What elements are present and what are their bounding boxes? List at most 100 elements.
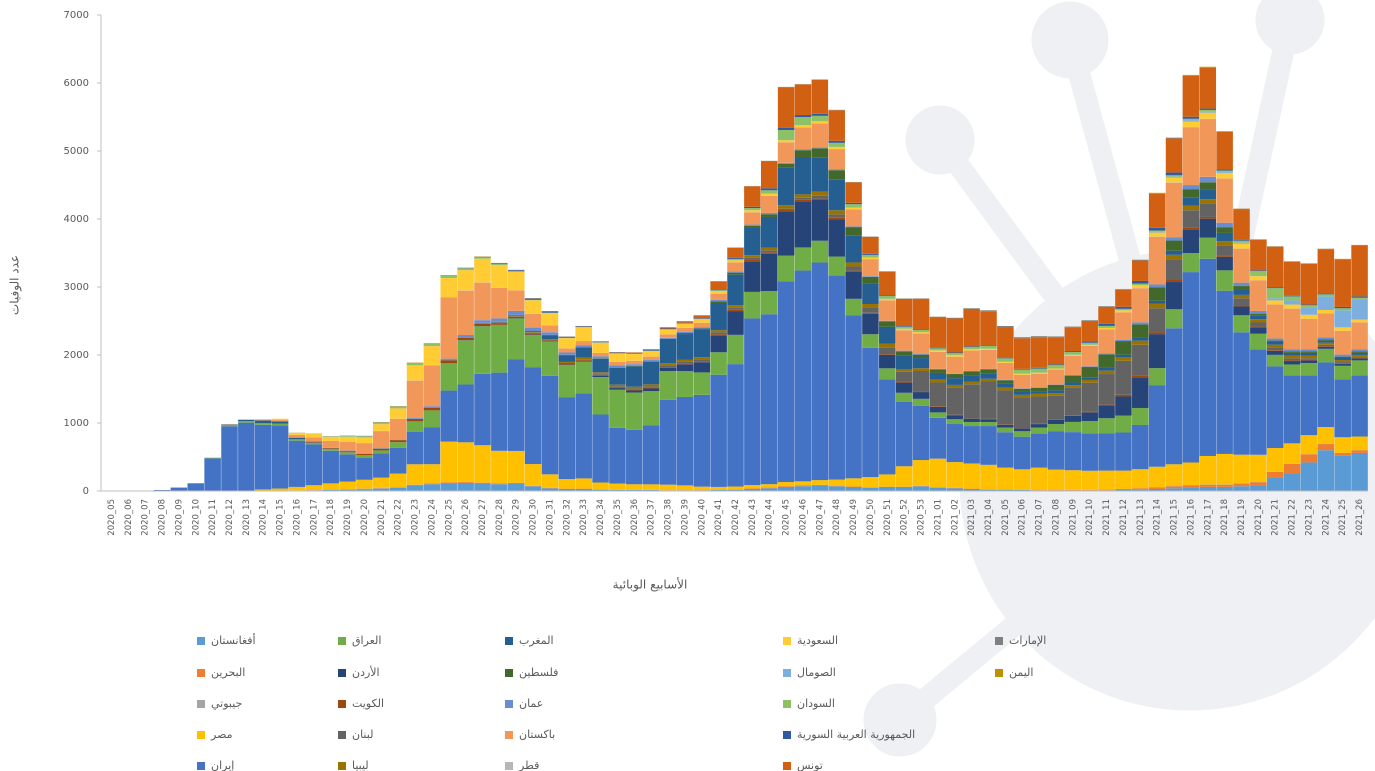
bar-segment xyxy=(1183,76,1200,117)
x-tick-label: 2020_10 xyxy=(191,499,201,536)
bar-segment xyxy=(1014,437,1031,470)
bar-segment xyxy=(491,318,508,321)
bar-segment xyxy=(947,378,964,385)
bar-segment xyxy=(525,300,542,314)
bar-segment xyxy=(356,436,373,437)
bar-segment xyxy=(373,449,390,451)
bar-segment xyxy=(1318,362,1335,427)
bar-segment xyxy=(913,354,930,355)
bar-segment xyxy=(1233,305,1250,306)
bar-segment xyxy=(660,338,677,339)
bar-segment xyxy=(1048,365,1065,368)
bar-segment xyxy=(1267,298,1284,300)
bar-segment xyxy=(879,355,896,369)
bar-segment xyxy=(491,325,508,373)
bar-segment xyxy=(744,260,761,261)
bar-segment xyxy=(339,436,356,437)
bar-segment xyxy=(997,432,1014,467)
bar-segment xyxy=(474,445,491,482)
bar-segment xyxy=(744,258,761,260)
bar-segment xyxy=(474,326,491,374)
bar-segment xyxy=(626,354,643,361)
bar-segment xyxy=(727,275,744,306)
bar-segment xyxy=(845,227,862,235)
legend-item: أفغانستان xyxy=(197,633,256,647)
bar-segment xyxy=(710,294,727,300)
bar-segment xyxy=(963,349,980,350)
bar-segment xyxy=(997,468,1014,490)
bar-segment xyxy=(947,415,964,419)
bar-segment xyxy=(407,419,424,421)
bar-segment xyxy=(997,358,1014,359)
bar-segment xyxy=(1183,120,1200,121)
bar-segment xyxy=(879,295,896,296)
bar-segment xyxy=(441,391,458,442)
bar-segment xyxy=(1132,375,1149,377)
bar-segment xyxy=(508,483,525,484)
bar-segment xyxy=(963,347,980,349)
bar-segment xyxy=(1098,324,1115,326)
bar-segment xyxy=(1318,294,1335,296)
bar-segment xyxy=(424,483,441,484)
legend-item: تونس xyxy=(783,759,823,771)
bar-segment xyxy=(879,321,896,322)
bar-segment xyxy=(677,323,694,324)
bar-segment xyxy=(390,440,407,442)
bar-segment xyxy=(356,455,373,458)
legend-swatch xyxy=(505,762,513,770)
bar-segment xyxy=(845,209,862,226)
bar-segment xyxy=(896,383,913,393)
bar-segment xyxy=(896,372,913,382)
bar-segment xyxy=(559,398,576,480)
bar-segment xyxy=(1267,448,1284,472)
bar-segment xyxy=(204,458,221,491)
bar-segment xyxy=(1183,227,1200,229)
bar-segment xyxy=(626,392,643,429)
bar-segment xyxy=(1081,433,1098,470)
bar-segment xyxy=(643,388,660,391)
bar-segment xyxy=(812,263,829,481)
bar-segment xyxy=(424,427,441,464)
bar-segment xyxy=(1166,251,1183,255)
bar-segment xyxy=(1081,366,1098,367)
bar-segment xyxy=(1166,139,1183,173)
bar-segment xyxy=(744,261,761,292)
bar-segment xyxy=(1250,349,1267,454)
bar-segment xyxy=(930,488,947,491)
bar-segment xyxy=(1065,470,1082,490)
bar-segment xyxy=(913,299,930,330)
bar-segment xyxy=(609,385,626,387)
bar-segment xyxy=(575,326,592,327)
bar-segment xyxy=(1081,341,1098,342)
bar-segment xyxy=(390,487,407,488)
bar-segment xyxy=(795,198,812,200)
bar-segment xyxy=(1351,299,1368,319)
bar-segment xyxy=(1233,244,1250,249)
bar-segment xyxy=(980,419,997,422)
bar-segment xyxy=(457,338,474,340)
bar-segment xyxy=(1318,313,1335,337)
bar-segment xyxy=(1334,453,1351,456)
bar-segment xyxy=(1065,382,1082,385)
bar-segment xyxy=(491,323,508,325)
bar-segment xyxy=(694,330,711,357)
x-tick-label: 2021_22 xyxy=(1288,499,1298,536)
x-tick-label: 2021_20 xyxy=(1254,499,1264,536)
bar-segment xyxy=(879,321,896,326)
bar-segment xyxy=(1334,366,1351,380)
bar-segment xyxy=(238,419,255,420)
bar-segment xyxy=(930,317,947,348)
bar-segment xyxy=(727,258,744,259)
bar-segment xyxy=(778,209,795,210)
bar-segment xyxy=(390,407,407,409)
bar-segment xyxy=(795,117,812,125)
bar-segment xyxy=(795,150,812,157)
x-tick-label: 2021_23 xyxy=(1304,499,1314,536)
bar-segment xyxy=(457,291,474,335)
bar-segment xyxy=(457,482,474,483)
bar-segment xyxy=(441,483,458,484)
bar-segment xyxy=(828,110,845,141)
bar-segment xyxy=(542,376,559,475)
bar-segment xyxy=(457,268,474,270)
bar-segment xyxy=(542,342,559,376)
